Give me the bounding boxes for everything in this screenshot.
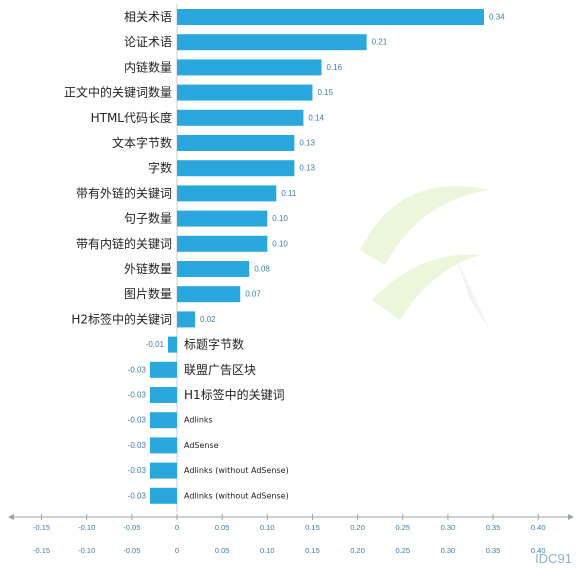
x-tick-label-bottom-6: 0.15 — [305, 546, 320, 555]
x-tick-label-bottom-3: 0 — [175, 546, 179, 555]
value-label-9: 0.10 — [272, 239, 288, 248]
x-tick-label-bottom-7: 0.20 — [350, 546, 365, 555]
value-label-11: 0.07 — [245, 290, 261, 299]
x-tick-label-top-10: 0.35 — [486, 523, 501, 532]
x-tick-label-top-9: 0.30 — [441, 523, 456, 532]
x-tick-label-bottom-5: 0.10 — [260, 546, 275, 555]
x-tick-label-top-1: -0.10 — [78, 523, 95, 532]
bar-17 — [149, 437, 177, 454]
value-label-7: 0.11 — [281, 189, 297, 198]
value-label-0: 0.34 — [489, 13, 505, 22]
bar-18 — [149, 462, 177, 479]
category-label-17: AdSense — [184, 441, 219, 450]
bar-16 — [149, 412, 177, 429]
bar-13 — [167, 336, 177, 353]
x-tick-label-bottom-9: 0.30 — [441, 546, 456, 555]
category-label-2: 内链数量 — [124, 59, 172, 74]
value-label-8: 0.10 — [272, 214, 288, 223]
x-tick-label-top-6: 0.15 — [305, 523, 320, 532]
bar-3 — [177, 84, 313, 101]
bar-6 — [177, 160, 295, 177]
value-label-1: 0.21 — [372, 38, 388, 47]
value-label-16: -0.03 — [128, 416, 147, 425]
value-label-17: -0.03 — [128, 441, 147, 450]
x-tick-label-top-3: 0 — [175, 523, 179, 532]
axis-arrow-right-icon — [568, 514, 574, 520]
value-label-12: 0.02 — [200, 315, 216, 324]
bar-7 — [177, 185, 277, 202]
category-label-9: 带有内链的关键词 — [76, 236, 172, 251]
bar-0 — [177, 9, 485, 25]
bar-2 — [177, 59, 322, 76]
category-label-1: 论证术语 — [124, 35, 172, 49]
background-logo-mark — [360, 186, 490, 330]
x-tick-label-bottom-11: 0.40 — [531, 546, 546, 555]
x-tick-label-bottom-4: 0.05 — [215, 546, 230, 555]
value-label-3: 0.15 — [317, 88, 333, 97]
category-label-12: H2标签中的关键词 — [71, 311, 172, 326]
watermark-text: IDC91 — [535, 551, 572, 566]
value-label-4: 0.14 — [308, 113, 324, 122]
category-label-3: 正文中的关键词数量 — [64, 85, 172, 100]
value-label-19: -0.03 — [128, 491, 147, 500]
category-label-15: H1标签中的关键词 — [184, 387, 285, 402]
value-label-15: -0.03 — [128, 391, 147, 400]
x-tick-label-bottom-8: 0.25 — [395, 546, 410, 555]
value-label-18: -0.03 — [128, 466, 147, 475]
category-label-18: Adlinks (without AdSense) — [184, 466, 289, 475]
bar-11 — [177, 286, 241, 303]
value-label-13: -0.01 — [146, 340, 165, 349]
value-label-10: 0.08 — [254, 265, 270, 274]
category-label-19: Adlinks (without AdSense) — [184, 491, 289, 500]
x-tick-label-top-11: 0.40 — [531, 523, 546, 532]
category-label-5: 文本字节数 — [112, 135, 172, 150]
category-label-4: HTML代码长度 — [91, 110, 172, 125]
bar-14 — [149, 361, 177, 378]
x-tick-label-top-5: 0.10 — [260, 523, 275, 532]
category-label-16: Adlinks — [184, 416, 213, 425]
bar-4 — [177, 109, 304, 126]
bar-12 — [177, 311, 196, 328]
bar-9 — [177, 235, 268, 252]
x-tick-label-top-4: 0.05 — [215, 523, 230, 532]
category-label-14: 联盟广告区块 — [184, 363, 256, 377]
value-label-14: -0.03 — [128, 365, 147, 374]
bar-10 — [177, 261, 250, 277]
bar-15 — [149, 387, 177, 403]
category-label-11: 图片数量 — [124, 286, 172, 301]
x-axis: -0.15 -0.15 -0.10 -0.10 -0.05 -0.05 0 0 0.05 0.05… — [8, 514, 574, 555]
x-tick-label-top-8: 0.25 — [395, 523, 410, 532]
x-tick-label-bottom-0: -0.15 — [33, 546, 50, 555]
bar-5 — [177, 135, 295, 151]
value-label-2: 0.16 — [326, 63, 342, 72]
category-label-6: 字数 — [148, 160, 172, 175]
bar-1 — [177, 34, 367, 51]
x-tick-label-top-2: -0.05 — [123, 523, 140, 532]
axis-arrow-left-icon — [8, 514, 14, 520]
category-label-8: 句子数量 — [124, 211, 172, 226]
category-label-10: 外链数量 — [124, 261, 172, 276]
value-label-5: 0.13 — [299, 139, 315, 148]
x-tick-label-bottom-2: -0.05 — [123, 546, 140, 555]
x-tick-label-top-7: 0.20 — [350, 523, 365, 532]
x-tick-label-bottom-1: -0.10 — [78, 546, 95, 555]
bar-8 — [177, 210, 268, 227]
category-label-0: 相关术语 — [124, 10, 172, 24]
category-label-13: 标题字节数 — [184, 337, 244, 352]
bars-group: 相关术语 0.34 论证术语 0.21 内链数量 0.16 正文中的关键词数量 0.15 HTM… — [64, 9, 505, 504]
value-label-6: 0.13 — [299, 164, 315, 173]
bar-19 — [149, 487, 177, 504]
x-tick-label-bottom-10: 0.35 — [486, 546, 501, 555]
x-tick-label-top-0: -0.15 — [33, 523, 50, 532]
category-label-7: 带有外链的关键词 — [76, 185, 172, 200]
